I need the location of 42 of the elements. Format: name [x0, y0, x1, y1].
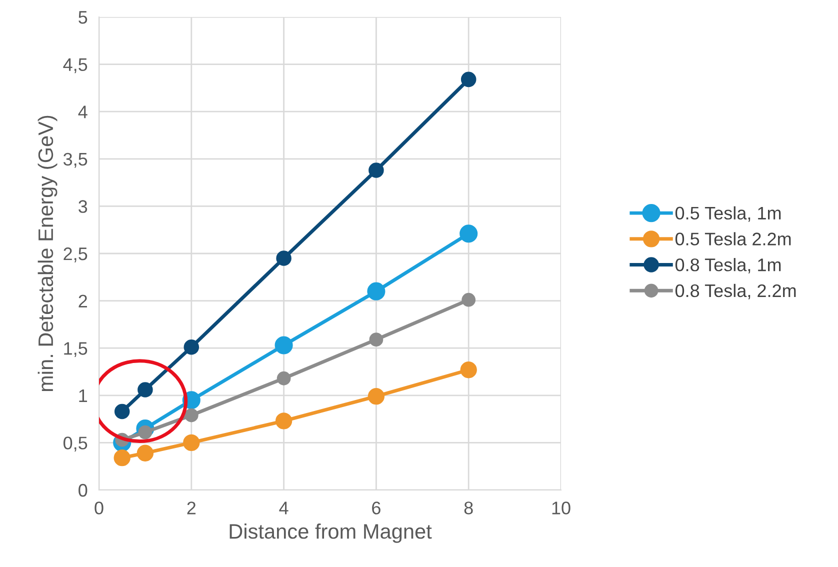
y-tick-label: 4,5 [63, 58, 88, 74]
y-tick-label: 5 [78, 11, 88, 24]
point [138, 382, 153, 398]
point [114, 450, 130, 466]
point [369, 332, 384, 347]
x-tick-label: 4 [279, 502, 288, 514]
x-tick-label: 0 [94, 502, 104, 514]
point [184, 340, 200, 355]
x-tick-label: 6 [372, 502, 380, 514]
point [367, 282, 386, 300]
x-tick-label: 10 [552, 502, 570, 514]
legend-label: 0.8 Tesla, 1m [675, 258, 781, 274]
x-tick-label: 8 [464, 502, 473, 514]
y-tick-label: 4 [78, 106, 88, 118]
point [460, 224, 478, 243]
point [275, 412, 292, 430]
point [274, 336, 293, 354]
y-tick-label: 1 [79, 390, 88, 402]
point [183, 434, 200, 452]
point [184, 408, 198, 422]
y-tick-label: 3,5 [63, 152, 88, 168]
legend-label: 0.8 Tesla, 2.2m [675, 284, 796, 300]
point [368, 162, 384, 178]
y-tick-label: 0 [78, 484, 88, 497]
y-tick-label: 0,5 [63, 436, 88, 452]
point [136, 444, 154, 462]
point [276, 250, 292, 266]
point [368, 388, 385, 405]
y-tick-label: 2,5 [64, 247, 88, 262]
point [460, 72, 476, 88]
legend-label: 0.5 Tesla 2.2m [675, 232, 791, 246]
y-tick-label: 3 [78, 200, 88, 213]
x-axis-title: Distance from Magnet [230, 524, 432, 543]
point [462, 292, 476, 307]
point [460, 362, 477, 378]
point [114, 404, 130, 420]
y-axis-title: min. Detectable Energy (GeV) [38, 116, 58, 392]
x-tick-label: 2 [187, 502, 196, 514]
point [276, 371, 291, 386]
legend-label: 0.5 Tesla, 1m [675, 206, 781, 222]
y-tick-label: 1,5 [64, 342, 88, 357]
y-tick-label: 2 [78, 294, 87, 308]
